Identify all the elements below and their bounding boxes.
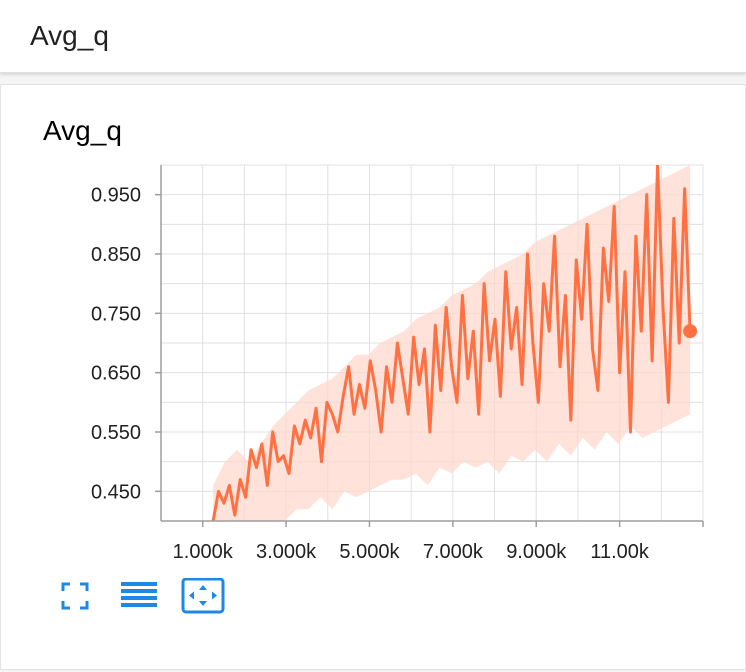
x-tick-label: 3.000k bbox=[256, 541, 317, 563]
x-tick-label: 9.000k bbox=[506, 541, 567, 563]
page-title: Avg_q bbox=[30, 20, 109, 51]
x-tick-label: 7.000k bbox=[423, 541, 484, 563]
y-tick-label: 0.950 bbox=[91, 185, 141, 207]
line-chart[interactable]: 1.000k 3.000k 5.000k 7.000k 9.000k 11.00k 0.45… bbox=[1, 85, 745, 565]
y-tick-label: 0.450 bbox=[91, 481, 141, 503]
y-tick-label: 0.550 bbox=[91, 422, 141, 444]
fit-to-data-icon bbox=[181, 578, 225, 614]
y-tick-label: 0.750 bbox=[91, 303, 141, 325]
raw-data-band bbox=[213, 165, 691, 521]
expand-button[interactable] bbox=[55, 578, 95, 614]
run-header: Avg_q bbox=[0, 0, 746, 73]
fullscreen-icon bbox=[61, 582, 89, 610]
fit-domain-button[interactable] bbox=[181, 578, 225, 614]
chart-card: Avg_q 1.000k 3.000k 5.000k 7.000k 9.000k 11.0… bbox=[0, 84, 746, 670]
last-value-marker bbox=[683, 324, 698, 339]
x-tick-label: 5.000k bbox=[339, 541, 400, 563]
y-tick-label: 0.850 bbox=[91, 244, 141, 266]
x-tick-label: 1.000k bbox=[173, 541, 234, 563]
toggle-log-scale-button[interactable] bbox=[119, 578, 159, 614]
chart-title: Avg_q bbox=[43, 115, 122, 146]
list-lines-icon bbox=[121, 582, 157, 607]
x-tick-label: 11.00k bbox=[590, 541, 650, 563]
y-tick-label: 0.650 bbox=[91, 363, 141, 385]
